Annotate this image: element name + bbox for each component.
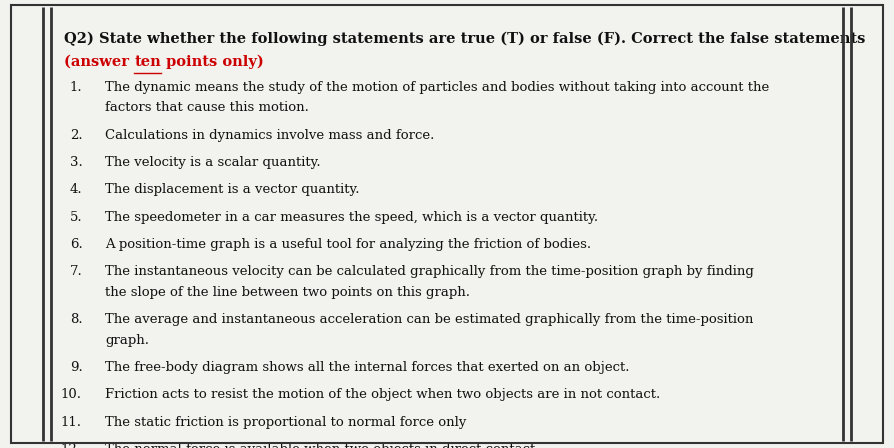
Text: graph.: graph. <box>105 334 149 347</box>
Text: The velocity is a scalar quantity.: The velocity is a scalar quantity. <box>105 156 321 169</box>
Text: 4.: 4. <box>70 183 82 196</box>
Text: 9.: 9. <box>70 361 82 374</box>
Text: The instantaneous velocity can be calculated graphically from the time-position : The instantaneous velocity can be calcul… <box>105 265 755 278</box>
Text: The free-body diagram shows all the internal forces that exerted on an object.: The free-body diagram shows all the inte… <box>105 361 630 374</box>
Text: A position-time graph is a useful tool for analyzing the friction of bodies.: A position-time graph is a useful tool f… <box>105 238 592 251</box>
Text: 3.: 3. <box>70 156 82 169</box>
Text: 1.: 1. <box>70 81 82 94</box>
Text: 5.: 5. <box>70 211 82 224</box>
Text: The dynamic means the study of the motion of particles and bodies without taking: The dynamic means the study of the motio… <box>105 81 770 94</box>
Text: The displacement is a vector quantity.: The displacement is a vector quantity. <box>105 183 360 196</box>
Text: 8.: 8. <box>70 313 82 326</box>
Text: Calculations in dynamics involve mass and force.: Calculations in dynamics involve mass an… <box>105 129 434 142</box>
Text: Friction acts to resist the motion of the object when two objects are in not con: Friction acts to resist the motion of th… <box>105 388 661 401</box>
Text: ten: ten <box>134 55 161 69</box>
Text: factors that cause this motion.: factors that cause this motion. <box>105 101 309 114</box>
Text: The average and instantaneous acceleration can be estimated graphically from the: The average and instantaneous accelerati… <box>105 313 754 326</box>
Text: 6.: 6. <box>70 238 82 251</box>
Text: 11.: 11. <box>61 416 81 429</box>
Text: 12.: 12. <box>61 443 81 448</box>
Text: The static friction is proportional to normal force only: The static friction is proportional to n… <box>105 416 467 429</box>
Text: Q2) State whether the following statements are true (T) or false (F). Correct th: Q2) State whether the following statemen… <box>64 31 865 46</box>
Text: 10.: 10. <box>61 388 81 401</box>
Text: the slope of the line between two points on this graph.: the slope of the line between two points… <box>105 286 470 299</box>
Text: The normal force is available when two objects in direct contact: The normal force is available when two o… <box>105 443 536 448</box>
Text: The speedometer in a car measures the speed, which is a vector quantity.: The speedometer in a car measures the sp… <box>105 211 599 224</box>
Text: (answer: (answer <box>64 55 134 69</box>
Text: 2.: 2. <box>70 129 82 142</box>
Text: 7.: 7. <box>70 265 82 278</box>
Text: points only): points only) <box>161 55 264 69</box>
